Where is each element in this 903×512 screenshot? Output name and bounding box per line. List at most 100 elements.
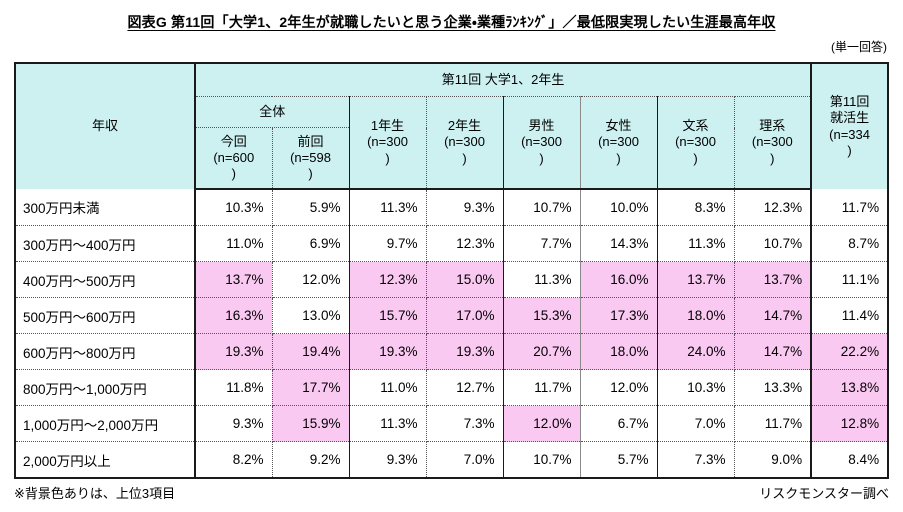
value-cell: 9.3% — [195, 405, 273, 442]
table-row: 300万円～400万円 11.0% 6.9% 9.7% 12.3% 7.7% 14.3% 11… — [15, 225, 889, 262]
value-cell: 13.7% — [195, 261, 273, 298]
table-footer: ※背景色ありは、上位3項目 リスクモンスター調べ — [14, 483, 889, 502]
value-cell: 10.3% — [195, 189, 273, 226]
value-cell: 11.3% — [349, 405, 427, 442]
value-cell: 16.0% — [580, 261, 658, 298]
response-type-note: (単一回答) — [831, 40, 887, 54]
value-cell: 10.3% — [657, 369, 735, 406]
table-row: 800万円～1,000万円 11.8% 17.7% 11.0% 12.7% 11.7% 12… — [15, 369, 889, 406]
value-cell: 13.0% — [272, 297, 350, 334]
page-title: 図表G 第11回「大学1、2年生が就職したいと思う企業・業種ﾗﾝｷﾝｸﾞ」／最低… — [127, 14, 776, 30]
overall-header: 全体 — [195, 96, 350, 128]
value-cell: 11.7% — [734, 405, 813, 442]
value-cell: 12.7% — [426, 369, 504, 406]
value-cell: 20.7% — [503, 333, 581, 370]
column-header-humanities: 文系 (n=300 ) — [657, 96, 735, 190]
value-cell: 17.3% — [580, 297, 658, 334]
value-cell: 12.0% — [580, 369, 658, 406]
value-cell: 16.3% — [195, 297, 273, 334]
value-cell: 19.3% — [426, 333, 504, 370]
table-row: 500万円～600万円 16.3% 13.0% 15.7% 17.0% 15.3% 17.3… — [15, 297, 889, 334]
value-cell: 18.0% — [657, 297, 735, 334]
value-cell: 6.9% — [272, 225, 350, 262]
value-cell: 7.3% — [657, 441, 735, 479]
value-cell: 13.7% — [734, 261, 813, 298]
row-label: 500万円～600万円 — [15, 297, 196, 334]
value-cell: 8.3% — [657, 189, 735, 226]
value-cell: 9.0% — [734, 441, 813, 479]
column-header-current: 今回 (n=600 ) — [195, 127, 273, 190]
row-label: 1,000万円～2,000万円 — [15, 405, 196, 442]
value-cell: 5.7% — [580, 441, 658, 479]
value-cell: 7.0% — [657, 405, 735, 442]
value-cell: 12.3% — [349, 261, 427, 298]
table-body: 300万円未満 10.3% 5.9% 11.3% 9.3% 10.7% 10.0% 8.3% 1… — [15, 189, 889, 479]
value-cell: 11.3% — [349, 189, 427, 226]
value-cell: 11.3% — [503, 261, 581, 298]
value-cell: 7.0% — [426, 441, 504, 479]
value-cell: 9.2% — [272, 441, 350, 479]
value-cell: 10.7% — [503, 189, 581, 226]
column-header-year1: 1年生 (n=300 ) — [349, 96, 427, 190]
value-cell: 8.2% — [195, 441, 273, 479]
column-header-sciences: 理系 (n=300 ) — [734, 96, 812, 190]
row-label: 300万円未満 — [15, 189, 196, 226]
value-cell: 12.0% — [503, 405, 581, 442]
column-header-female: 女性 (n=300 ) — [580, 96, 658, 190]
value-cell: 11.1% — [811, 261, 889, 298]
value-cell: 13.3% — [734, 369, 813, 406]
value-cell: 6.7% — [580, 405, 658, 442]
column-header-year2: 2年生 (n=300 ) — [426, 96, 504, 190]
row-label: 600万円～800万円 — [15, 333, 196, 370]
table-row: 2,000万円以上 8.2% 9.2% 9.3% 7.0% 10.7% 5.7% 7.3% 9.… — [15, 441, 889, 479]
value-cell: 12.8% — [811, 405, 889, 442]
table-row: 400万円～500万円 13.7% 12.0% 12.3% 15.0% 11.3% 16.0… — [15, 261, 889, 298]
value-cell: 12.3% — [426, 225, 504, 262]
value-cell: 11.7% — [503, 369, 581, 406]
value-cell: 15.3% — [503, 297, 581, 334]
value-cell: 9.3% — [426, 189, 504, 226]
value-cell: 11.4% — [811, 297, 889, 334]
table-row: 600万円～800万円 19.3% 19.4% 19.3% 19.3% 20.7% 18.0… — [15, 333, 889, 370]
value-cell: 19.3% — [349, 333, 427, 370]
value-cell: 11.7% — [811, 189, 889, 226]
row-label: 300万円～400万円 — [15, 225, 196, 262]
value-cell: 17.0% — [426, 297, 504, 334]
value-cell: 12.3% — [734, 189, 813, 226]
value-cell: 14.3% — [580, 225, 658, 262]
table-row: 300万円未満 10.3% 5.9% 11.3% 9.3% 10.7% 10.0% 8.3% 1… — [15, 189, 889, 226]
value-cell: 15.0% — [426, 261, 504, 298]
value-cell: 15.9% — [272, 405, 350, 442]
value-cell: 10.7% — [503, 441, 581, 479]
header-row-subgroup: 全体 1年生 (n=300 ) 2年生 (n=300 ) 男性 (n=300 )… — [15, 96, 888, 190]
row-label: 400万円～500万円 — [15, 261, 196, 298]
value-cell: 18.0% — [580, 333, 658, 370]
value-cell: 10.0% — [580, 189, 658, 226]
jobseeker-column-header: 第11回 就活生 (n=334 ) — [810, 63, 890, 189]
income-ranking-table: 年収 第11回 大学1、2年生 第11回 就活生 (n=334 ) 全体 1年生… — [14, 62, 890, 479]
footnote-highlight: ※背景色ありは、上位3項目 — [14, 486, 176, 501]
group-header: 第11回 大学1、2年生 — [195, 63, 812, 97]
row-label: 800万円～1,000万円 — [15, 369, 196, 406]
column-header-previous: 前回 (n=598 ) — [272, 127, 350, 190]
value-cell: 13.7% — [657, 261, 735, 298]
value-cell: 12.0% — [272, 261, 350, 298]
value-cell: 17.7% — [272, 369, 350, 406]
value-cell: 8.4% — [811, 441, 889, 479]
value-cell: 14.7% — [734, 297, 813, 334]
value-cell: 19.3% — [195, 333, 273, 370]
value-cell: 10.7% — [734, 225, 813, 262]
value-cell: 11.0% — [349, 369, 427, 406]
value-cell: 8.7% — [811, 225, 889, 262]
value-cell: 15.7% — [349, 297, 427, 334]
table-row: 1,000万円～2,000万円 9.3% 15.9% 11.3% 7.3% 12.0% 6.… — [15, 405, 889, 442]
value-cell: 7.3% — [426, 405, 504, 442]
value-cell: 22.2% — [811, 333, 889, 370]
value-cell: 9.7% — [349, 225, 427, 262]
value-cell: 7.7% — [503, 225, 581, 262]
value-cell: 5.9% — [272, 189, 350, 226]
income-column-header: 年収 — [15, 63, 196, 189]
value-cell: 24.0% — [657, 333, 735, 370]
footnote-source: リスクモンスター調べ — [759, 486, 889, 501]
